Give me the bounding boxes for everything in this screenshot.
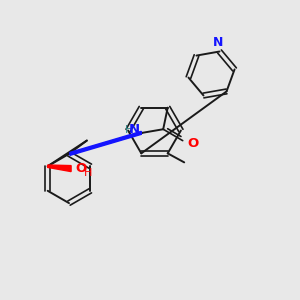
Text: N: N — [129, 123, 140, 136]
Text: O: O — [187, 136, 198, 149]
Polygon shape — [48, 165, 71, 172]
Text: H: H — [84, 168, 92, 178]
Text: O: O — [75, 162, 86, 175]
Polygon shape — [70, 131, 141, 155]
Text: N: N — [213, 35, 223, 49]
Text: H: H — [125, 125, 133, 135]
